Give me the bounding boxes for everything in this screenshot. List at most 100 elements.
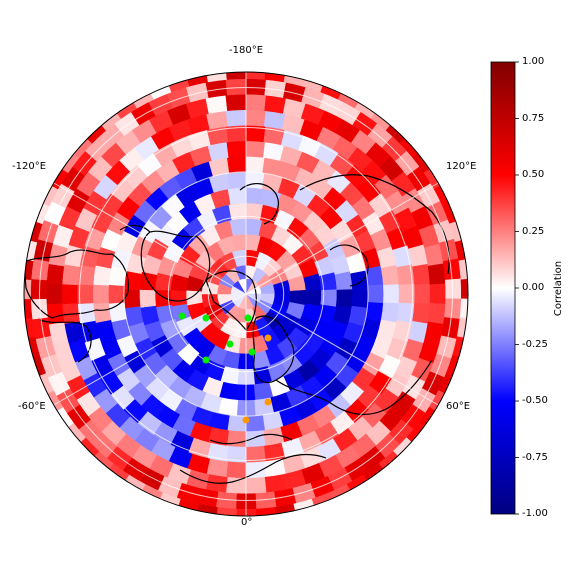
correlation-cell: [225, 93, 247, 111]
station-green-marker: [226, 340, 234, 348]
correlation-cell: [204, 72, 228, 83]
lon-label-lower-right: 60°E: [446, 401, 471, 412]
correlation-cell: [245, 187, 265, 205]
correlation-cell: [351, 289, 369, 309]
coastline-segment: [24, 249, 129, 319]
correlation-cell: [227, 414, 247, 432]
correlation-cell: [274, 503, 298, 516]
correlation-cell: [304, 289, 322, 307]
lon-label-bottom: 0°: [241, 517, 253, 528]
coastline-segment: [119, 224, 151, 233]
correlation-cell: [429, 283, 447, 305]
correlation-cell: [225, 461, 247, 479]
correlation-cell: [458, 257, 468, 280]
correlation-cell: [139, 289, 156, 308]
correlation-cell: [245, 140, 266, 158]
correlation-cell: [460, 278, 468, 300]
correlation-cell: [380, 302, 400, 323]
colorbar-tick-neg0.25: -0.25: [522, 339, 548, 350]
correlation-cell: [92, 265, 112, 286]
station-green-marker: [178, 312, 186, 320]
correlation-cell: [245, 414, 265, 432]
correlation-cell: [414, 283, 431, 305]
lon-label-upper-right: 120°E: [446, 161, 477, 172]
correlation-cell: [185, 289, 203, 306]
correlation-cell: [245, 78, 267, 96]
meridian-line: [245, 293, 439, 406]
correlation-cell: [108, 265, 127, 286]
correlation-cell: [61, 283, 78, 305]
correlation-cell: [24, 298, 33, 320]
correlation-cell: [46, 303, 65, 325]
colorbar: [490, 61, 519, 515]
correlation-cell: [427, 263, 446, 285]
coastline-segment: [205, 270, 257, 331]
station-orange-marker: [242, 416, 250, 424]
correlation-cell: [46, 263, 65, 285]
coastline-segment: [299, 174, 450, 275]
colorbar-tick-neg0.75: -0.75: [522, 452, 548, 463]
correlation-cell: [108, 284, 125, 304]
correlation-cell: [459, 298, 468, 320]
correlation-cell: [235, 508, 257, 516]
graticule: [39, 72, 453, 516]
correlation-cell: [24, 317, 36, 341]
correlation-cell: [24, 278, 32, 300]
correlation-cell: [45, 283, 63, 305]
coastline-segment: [179, 453, 327, 484]
coastline-segment: [209, 433, 293, 445]
coastline-segment: [39, 319, 92, 363]
meridian-line: [245, 182, 439, 295]
correlation-cell: [225, 72, 247, 80]
correlation-cell: [123, 289, 141, 309]
correlation-cell: [225, 477, 247, 495]
correlation-cell: [245, 109, 267, 127]
correlation-cell: [412, 302, 431, 325]
correlation-cell: [92, 284, 109, 304]
correlation-cell: [456, 317, 468, 341]
station-green-marker: [202, 314, 210, 322]
station-orange-marker: [264, 398, 272, 406]
correlation-cell: [92, 302, 112, 323]
correlation-cell: [205, 94, 228, 114]
colorbar-tick-0.50: 0.50: [522, 169, 545, 180]
correlation-cell: [225, 109, 247, 127]
station-green-marker: [202, 356, 210, 364]
station-green-marker: [244, 314, 252, 322]
station-orange-marker: [264, 334, 272, 342]
correlation-cell: [264, 94, 287, 114]
coastlines: [24, 174, 450, 484]
colorbar-tick-0.25: 0.25: [522, 226, 545, 237]
correlation-cell: [245, 156, 265, 174]
colorbar-gradient: [490, 61, 516, 515]
meridian-line: [53, 293, 247, 406]
correlation-cell: [227, 187, 247, 205]
correlation-cell: [226, 430, 247, 448]
station-markers: [178, 312, 272, 424]
correlation-cell: [445, 278, 462, 300]
correlation-cell: [334, 271, 353, 291]
correlation-cell: [412, 263, 431, 286]
lon-label-upper-left: -120°E: [12, 161, 47, 172]
correlation-cell: [454, 237, 468, 262]
correlation-cell: [245, 430, 266, 448]
coastline-segment: [140, 230, 211, 302]
correlation-cell: [255, 507, 278, 516]
correlation-cell: [427, 303, 446, 325]
correlation-cell: [367, 284, 384, 304]
correlation-cell: [245, 171, 265, 189]
correlation-cell: [245, 93, 267, 111]
correlation-cell: [214, 507, 237, 516]
correlation-cell: [383, 284, 400, 304]
lon-label-top: -180°E: [229, 45, 264, 56]
correlation-cell: [24, 257, 34, 280]
map-boundary: [23, 71, 469, 517]
colorbar-title: Correlation: [553, 260, 565, 317]
colorbar-tick-0.00: 0.00: [522, 282, 545, 293]
correlation-cell: [30, 278, 47, 300]
correlation-cell: [264, 474, 287, 494]
correlation-cell: [170, 289, 188, 307]
meridian-line: [53, 182, 247, 295]
correlation-cell: [227, 171, 247, 189]
